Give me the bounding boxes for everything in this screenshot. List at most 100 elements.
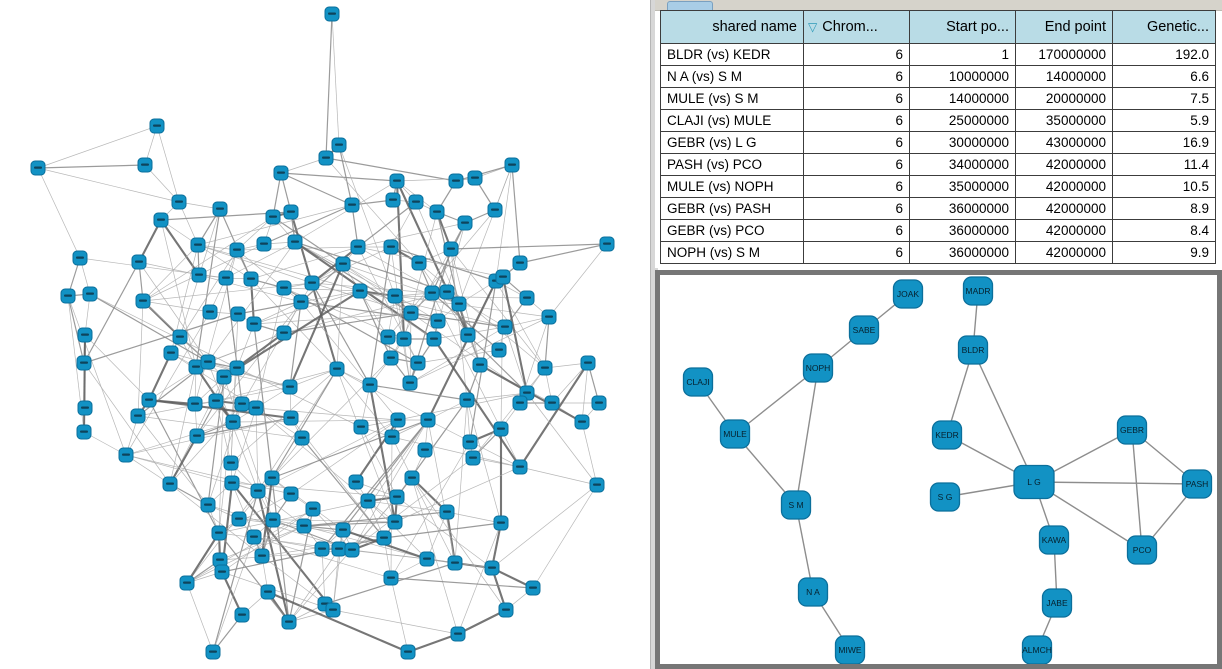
network-node[interactable]: [260, 584, 276, 600]
column-header-genetic[interactable]: Genetic...: [1112, 10, 1216, 44]
network-node-mule[interactable]: MULE: [719, 419, 751, 449]
network-node[interactable]: [202, 304, 218, 320]
network-node-jabe[interactable]: JABE: [1041, 588, 1073, 618]
network-node[interactable]: [385, 192, 401, 208]
network-node[interactable]: [163, 345, 179, 361]
network-node[interactable]: [30, 160, 46, 176]
network-node[interactable]: [188, 359, 204, 375]
network-node[interactable]: [408, 194, 424, 210]
cell-value[interactable]: 10000000: [909, 65, 1016, 88]
cell-value[interactable]: 35000000: [909, 175, 1016, 198]
network-node[interactable]: [387, 514, 403, 530]
network-node[interactable]: [400, 644, 416, 660]
network-node[interactable]: [360, 493, 376, 509]
cell-value[interactable]: 6: [803, 87, 910, 110]
network-node[interactable]: [131, 254, 147, 270]
network-node[interactable]: [212, 201, 228, 217]
cell-value[interactable]: 9.9: [1112, 241, 1216, 264]
network-node[interactable]: [218, 270, 234, 286]
network-node[interactable]: [383, 350, 399, 366]
network-node[interactable]: [76, 355, 92, 371]
network-node[interactable]: [443, 241, 459, 257]
network-node[interactable]: [331, 541, 347, 557]
network-node[interactable]: [77, 327, 93, 343]
column-header-chrom[interactable]: ▽ Chrom...: [803, 10, 910, 44]
cell-value[interactable]: 170000000: [1015, 43, 1113, 66]
network-node[interactable]: [287, 234, 303, 250]
network-node-pco[interactable]: PCO: [1126, 535, 1158, 565]
network-node[interactable]: [451, 296, 467, 312]
network-node[interactable]: [223, 455, 239, 471]
table-row[interactable]: N A (vs) S M 6 10000000 14000000 6.6: [660, 65, 1216, 88]
network-node[interactable]: [283, 204, 299, 220]
network-node[interactable]: [467, 170, 483, 186]
network-node[interactable]: [417, 442, 433, 458]
network-node[interactable]: [282, 379, 298, 395]
network-node[interactable]: [205, 644, 221, 660]
cell-value[interactable]: 42000000: [1015, 153, 1113, 176]
network-node[interactable]: [189, 428, 205, 444]
network-node[interactable]: [149, 118, 165, 134]
cell-shared-name[interactable]: CLAJI (vs) MULE: [660, 109, 804, 132]
network-node[interactable]: [190, 237, 206, 253]
network-node-kawa[interactable]: KAWA: [1038, 525, 1070, 555]
cell-value[interactable]: 1: [909, 43, 1016, 66]
cell-value[interactable]: 16.9: [1112, 131, 1216, 154]
network-node[interactable]: [512, 459, 528, 475]
network-node[interactable]: [484, 560, 500, 576]
cell-value[interactable]: 8.9: [1112, 197, 1216, 220]
network-node[interactable]: [420, 412, 436, 428]
cell-value[interactable]: 6.6: [1112, 65, 1216, 88]
network-node[interactable]: [348, 474, 364, 490]
network-node[interactable]: [472, 357, 488, 373]
network-node[interactable]: [208, 393, 224, 409]
cell-value[interactable]: 6: [803, 131, 910, 154]
network-node[interactable]: [491, 342, 507, 358]
cell-value[interactable]: 43000000: [1015, 131, 1113, 154]
network-node-almch[interactable]: ALMCH: [1021, 635, 1053, 664]
network-node[interactable]: [424, 285, 440, 301]
cell-shared-name[interactable]: N A (vs) S M: [660, 65, 804, 88]
table-tab-fragment[interactable]: [667, 1, 713, 11]
network-node[interactable]: [273, 165, 289, 181]
network-node[interactable]: [344, 542, 360, 558]
network-node[interactable]: [497, 319, 513, 335]
cell-shared-name[interactable]: PASH (vs) PCO: [660, 153, 804, 176]
cell-value[interactable]: 6: [803, 65, 910, 88]
network-node[interactable]: [256, 236, 272, 252]
network-node[interactable]: [200, 354, 216, 370]
network-node-lg[interactable]: L G: [1013, 464, 1055, 500]
network-node[interactable]: [352, 283, 368, 299]
panel-splitter[interactable]: [650, 0, 658, 669]
network-node[interactable]: [234, 396, 250, 412]
cell-value[interactable]: 6: [803, 219, 910, 242]
network-node[interactable]: [243, 271, 259, 287]
network-node[interactable]: [296, 518, 312, 534]
network-node[interactable]: [216, 369, 232, 385]
network-node[interactable]: [77, 400, 93, 416]
network-node[interactable]: [130, 408, 146, 424]
network-node[interactable]: [283, 486, 299, 502]
network-node[interactable]: [574, 414, 590, 430]
network-node[interactable]: [191, 267, 207, 283]
cell-shared-name[interactable]: GEBR (vs) L G: [660, 131, 804, 154]
network-node[interactable]: [162, 476, 178, 492]
table-row[interactable]: CLAJI (vs) MULE 6 25000000 35000000 5.9: [660, 109, 1216, 132]
network-node[interactable]: [294, 430, 310, 446]
network-node[interactable]: [376, 530, 392, 546]
filter-funnel-icon[interactable]: ▽: [808, 20, 818, 34]
network-node[interactable]: [214, 564, 230, 580]
network-node[interactable]: [383, 239, 399, 255]
network-node[interactable]: [60, 288, 76, 304]
network-node[interactable]: [350, 239, 366, 255]
cell-value[interactable]: 42000000: [1015, 219, 1113, 242]
column-header-endpoint[interactable]: End point: [1015, 10, 1113, 44]
network-node[interactable]: [410, 355, 426, 371]
network-node[interactable]: [439, 504, 455, 520]
cell-value[interactable]: 11.4: [1112, 153, 1216, 176]
table-row[interactable]: MULE (vs) NOPH 6 35000000 42000000 10.5: [660, 175, 1216, 198]
network-node[interactable]: [76, 424, 92, 440]
network-node[interactable]: [171, 194, 187, 210]
network-node[interactable]: [402, 375, 418, 391]
network-node[interactable]: [403, 305, 419, 321]
